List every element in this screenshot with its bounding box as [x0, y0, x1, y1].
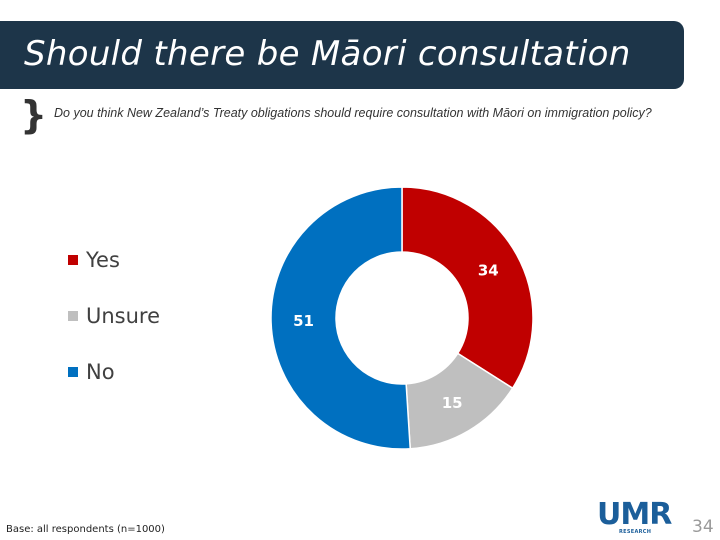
base-note: Base: all respondents (n=1000): [6, 524, 165, 535]
data-label-yes: 34: [478, 262, 499, 280]
legend-item-unsure: Unsure: [68, 304, 160, 328]
donut-slices: [270, 186, 534, 450]
legend-item-yes: Yes: [68, 248, 120, 272]
bracket-icon: }: [20, 93, 48, 137]
slide-title: Should there be Māori consultation: [24, 34, 631, 74]
donut-labels: 34 15 51: [293, 262, 499, 412]
legend-item-no: No: [68, 360, 115, 384]
page-number: 34: [692, 517, 714, 537]
donut-slice-no: [270, 186, 412, 450]
legend-swatch-no: [68, 367, 78, 377]
data-label-no: 51: [293, 312, 314, 330]
survey-question: Do you think New Zealand’s Treaty obliga…: [54, 106, 652, 120]
legend-swatch-yes: [68, 255, 78, 265]
umr-logo: UMR RESEARCH: [597, 500, 677, 536]
title-bar: [0, 21, 684, 89]
donut-slice-yes: [401, 186, 534, 390]
legend-label-no: No: [86, 360, 115, 384]
data-label-unsure: 15: [442, 394, 463, 412]
legend-label-unsure: Unsure: [86, 304, 161, 328]
logo-text: UMR: [597, 497, 672, 532]
logo-subtext: RESEARCH: [619, 529, 652, 535]
legend-swatch-unsure: [68, 311, 78, 321]
legend-label-yes: Yes: [86, 248, 120, 272]
